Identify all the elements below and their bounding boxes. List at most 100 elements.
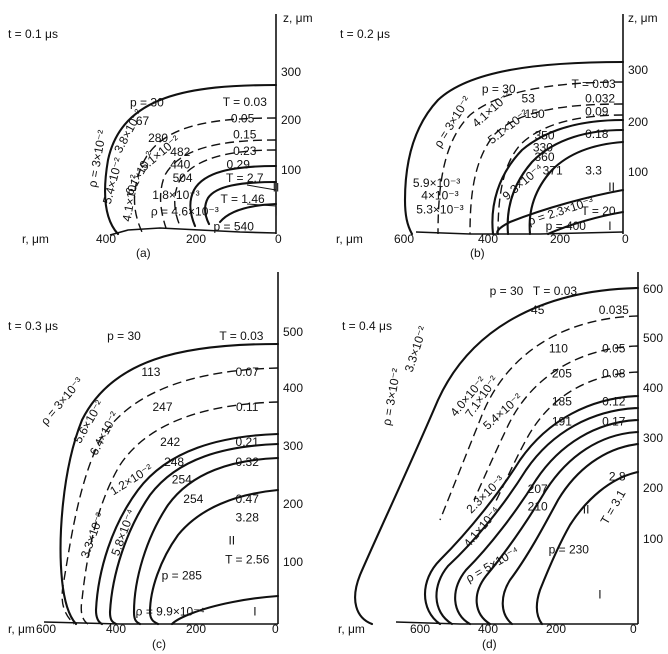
contour-label-3-10: 242	[160, 435, 180, 449]
contour-label-2-11: 0.18	[585, 127, 609, 141]
xtick-c-200: 200	[186, 622, 206, 636]
xtick-b-400: 400	[478, 232, 498, 246]
contour-label-4-24: T = 3.1	[598, 487, 629, 527]
xtick-c-0: 0	[272, 622, 279, 636]
panel-label-a: (a)	[136, 246, 151, 260]
time-label-a: t = 0.1 μs	[8, 27, 58, 41]
contour-b-in5	[546, 210, 625, 236]
xtick-d-400: 400	[478, 622, 498, 636]
contour-d-in5	[501, 442, 640, 626]
contour-label-3-13: 0.32	[236, 455, 260, 469]
r-axis-b	[415, 231, 624, 235]
ytick-b-100: 100	[628, 165, 648, 179]
contour-c-d2	[80, 401, 279, 625]
xtick-b-600: 600	[394, 232, 414, 246]
contour-label-2-23: p = 400	[546, 219, 587, 233]
contour-c-in2	[108, 442, 280, 626]
contour-label-2-14: 5.9×10⁻³	[413, 176, 460, 190]
contour-label-2-12: 330	[533, 141, 553, 155]
contour-label-4-12: 0.08	[602, 367, 626, 381]
contour-d-in1	[423, 394, 640, 626]
ylabel-b: z, μm	[628, 11, 658, 25]
contour-label-2-18: 371	[543, 163, 563, 177]
ytick-d-300: 300	[643, 431, 663, 445]
ytick-b-200: 200	[628, 115, 648, 129]
contour-label-4-14: 185	[552, 394, 572, 408]
contour-label-1-12: T = 2.7	[226, 171, 264, 185]
contour-b-d3	[497, 114, 624, 235]
contour-d-in4	[475, 430, 640, 626]
contour-label-1-19: 5.4×10⁻²	[100, 156, 126, 205]
panel-b: t = 0.2 μs z, μm r, μm (b) 300 200 100 6…	[336, 11, 658, 260]
contour-label-3-2: T = 0.03	[219, 329, 263, 343]
contour-label-3-21: II	[228, 534, 235, 548]
contour-d-in6	[535, 470, 640, 626]
contour-label-4-11: 205	[552, 367, 572, 381]
xtick-d-0: 0	[630, 622, 637, 636]
contour-label-3-11: 0.21	[236, 435, 260, 449]
xtick-a-400: 400	[96, 232, 116, 246]
contour-label-3-18: 3.3×10⁻³	[78, 511, 107, 560]
xtick-c-600: 600	[36, 622, 56, 636]
contour-label-4-20: 210	[528, 500, 548, 514]
contour-b-in2	[506, 128, 625, 236]
contour-label-4-19: 207	[528, 482, 548, 496]
contour-label-2-6: 0.032	[585, 91, 615, 105]
contour-label-2-24: I	[608, 219, 611, 233]
contour-label-1-13: T = 1.46	[221, 192, 265, 206]
contour-c-in5	[170, 594, 280, 626]
xlabel-b: r, μm	[336, 232, 363, 246]
contour-d-d1	[439, 315, 639, 521]
contour-label-3-17: 0.47	[236, 492, 260, 506]
contour-b-in4	[496, 188, 625, 236]
contour-label-4-27: I	[598, 588, 601, 602]
contour-d-in2	[435, 406, 640, 626]
contour-b-outer	[403, 60, 625, 236]
contour-label-1-8: 0.23	[233, 144, 257, 158]
contour-label-3-4: 0.07	[236, 365, 260, 379]
contour-d-outer	[354, 286, 640, 626]
ytick-d-400: 400	[643, 381, 663, 395]
contour-label-4-7: 110	[549, 342, 568, 356]
r-axis-d	[395, 621, 638, 625]
time-label-c: t = 0.3 μs	[8, 319, 58, 333]
contour-label-3-23: p = 285	[162, 569, 203, 583]
contour-label-2-2: T = 0.03	[572, 77, 616, 91]
contour-a-in1	[189, 164, 278, 228]
contour-label-2-17: 9.3×10⁻⁴	[500, 161, 546, 203]
contour-label-3-20: 3.28	[236, 510, 260, 524]
contour-label-3-3: 113	[141, 365, 160, 379]
r-axis-a	[109, 227, 277, 236]
contour-label-1-24: ρ = 4.6×10⁻³	[151, 204, 219, 218]
r-axis-c	[43, 621, 278, 625]
annotations-b: p = 30 T = 0.03ρ = 3×10⁻²4.1×10⁻² 53 0.0325…	[413, 77, 616, 233]
xtick-b-0: 0	[622, 232, 629, 246]
contour-label-2-9: 0.09	[585, 104, 609, 118]
ytick-a-100: 100	[281, 163, 301, 177]
ytick-c-100: 100	[283, 555, 303, 569]
contour-label-3-15: 254	[172, 473, 192, 487]
contour-a-in3	[218, 202, 278, 224]
contour-label-3-16: 254	[183, 492, 203, 506]
ytick-b-300: 300	[628, 63, 648, 77]
contour-label-1-11: 504	[173, 171, 193, 185]
contour-label-1-3: 67	[136, 114, 150, 128]
contour-label-2-15: 4×10⁻³	[421, 188, 458, 202]
contour-label-1-6: 0.15	[233, 128, 257, 142]
panel-label-c: (c)	[152, 637, 166, 651]
contour-label-1-1: p = 30	[130, 95, 164, 109]
contour-label-4-25: p = 230	[549, 542, 590, 556]
time-label-b: t = 0.2 μs	[340, 27, 390, 41]
contour-c-d1	[61, 367, 279, 625]
contour-label-1-18: 3.8×10⁻²	[111, 107, 146, 155]
time-label-d: t = 0.4 μs	[342, 319, 392, 333]
contour-label-4-15: 0.12	[602, 394, 626, 408]
contour-label-1-4: 0.05	[231, 111, 255, 125]
contour-label-1-10: 0.29	[227, 157, 251, 171]
contour-c-in1	[94, 432, 280, 626]
xtick-b-200: 200	[550, 232, 570, 246]
ylabel-a: z, μm	[283, 11, 313, 25]
contour-label-3-12: 248	[164, 455, 184, 469]
